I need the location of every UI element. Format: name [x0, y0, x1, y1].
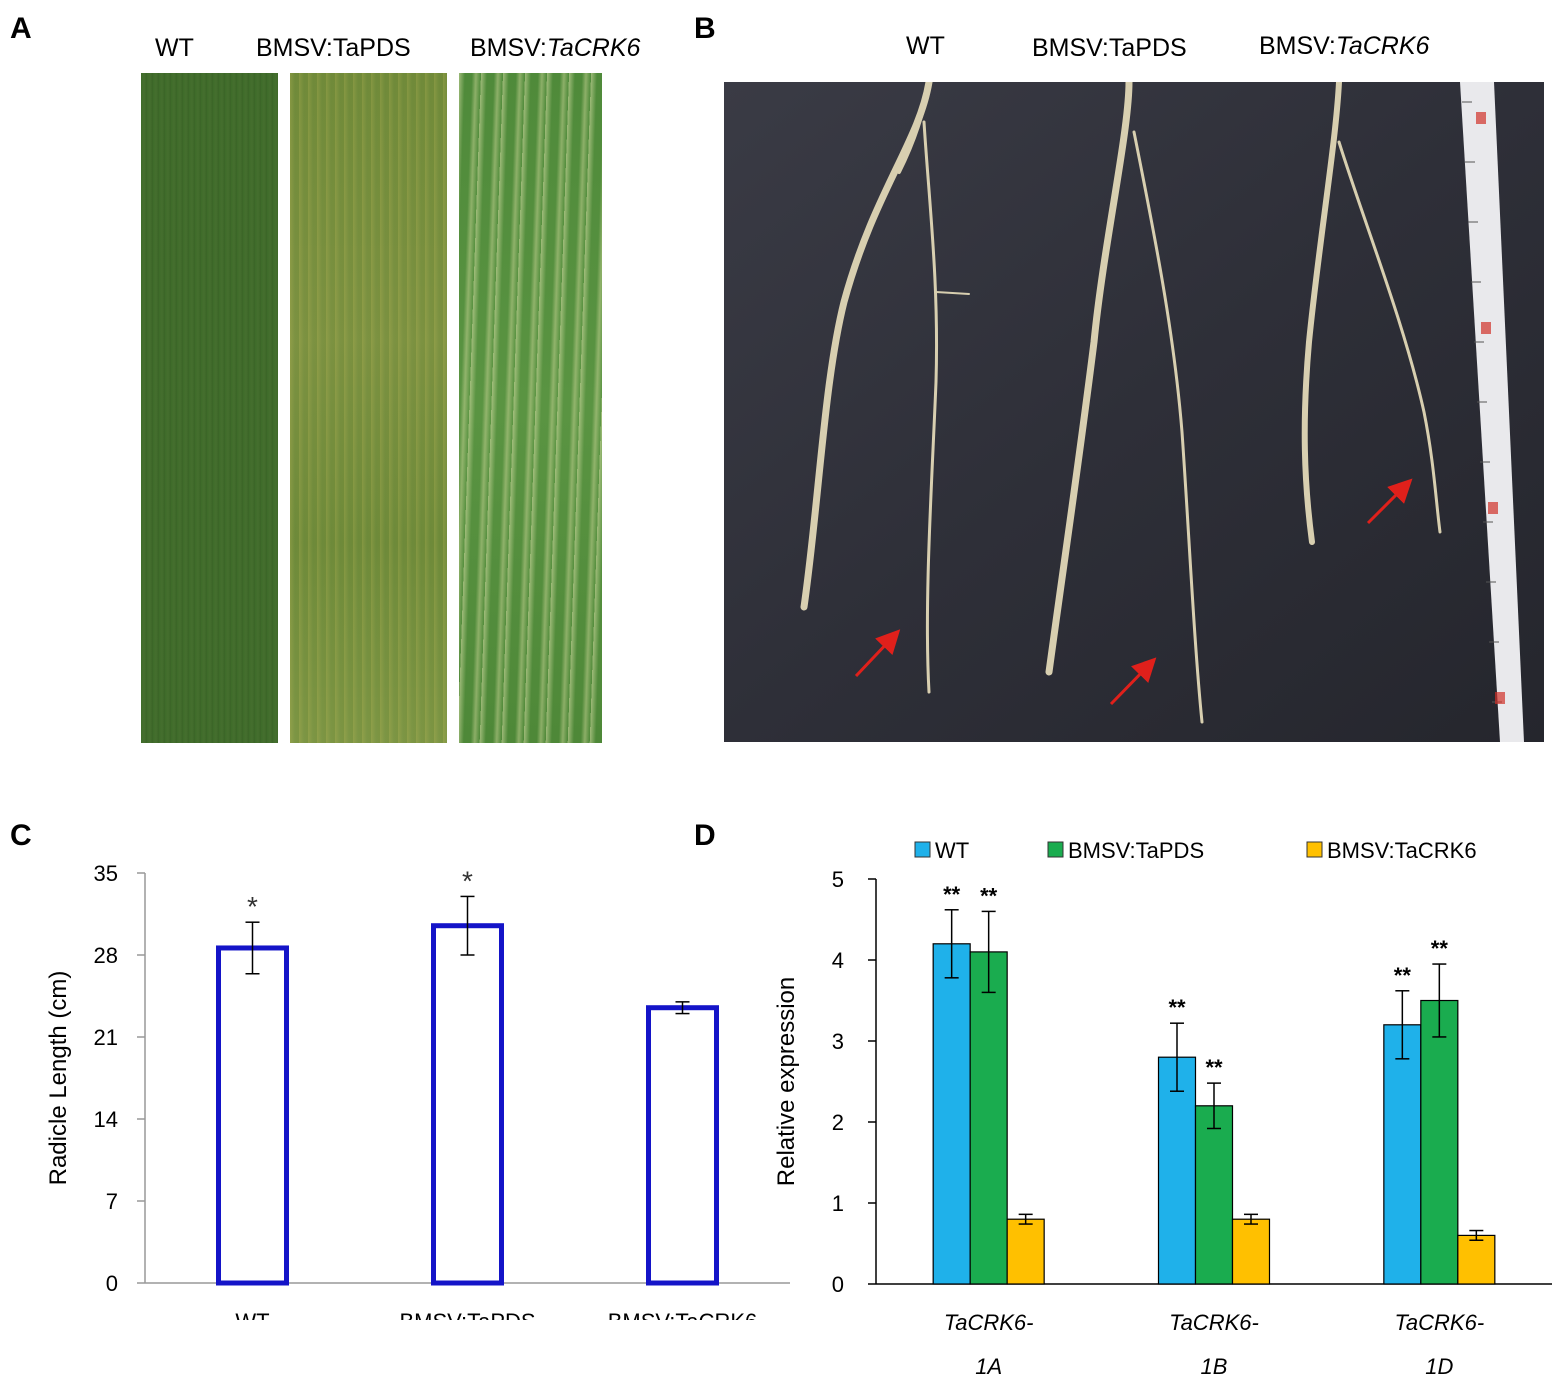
d-bar [1420, 999, 1459, 1285]
panel-b-label-tacrk6: BMSV:TaCRK6 [1259, 32, 1429, 61]
d-significance: ** [980, 883, 998, 908]
d-y-tick-label: 2 [832, 1110, 844, 1135]
panel-a-label-tacrk6-gene: TaCRK6 [546, 34, 641, 62]
d-significance: ** [1431, 936, 1449, 961]
panel-a-label-tacrk6-prefix: BMSV: [470, 34, 547, 62]
d-y-tick-label: 0 [832, 1272, 844, 1297]
roots-photo [724, 82, 1544, 742]
d-bar [1383, 1024, 1422, 1285]
d-legend-label: BMSV:TaPDS [1068, 838, 1204, 863]
c-x-tick-label: WT [235, 1309, 269, 1320]
d-bar [1194, 1105, 1234, 1285]
d-bar [1231, 1218, 1271, 1285]
d-y-tick-label: 3 [832, 1029, 844, 1054]
d-bar [1157, 1056, 1197, 1285]
leaf-image-tacrk6 [459, 73, 602, 743]
panel-b-label-wt: WT [906, 32, 945, 60]
panel-d-letter: D [694, 819, 716, 852]
red-arrows [854, 478, 1413, 706]
ruler [1460, 82, 1524, 742]
c-y-tick-label: 21 [94, 1025, 118, 1050]
d-legend-swatch [1047, 841, 1064, 858]
c-bar [431, 923, 504, 1286]
leaf-image-tapds [290, 73, 447, 743]
d-bar [1457, 1234, 1496, 1285]
d-x-tick-label: TaCRK6- [1169, 1310, 1259, 1335]
d-x-tick-label: TaCRK6- [944, 1310, 1034, 1335]
d-y-tick-label: 4 [832, 948, 844, 973]
d-x-tick-label: 1A [975, 1354, 1002, 1379]
d-y-tick-label: 5 [832, 867, 844, 892]
d-bar [932, 943, 971, 1285]
d-significance: ** [1205, 1055, 1223, 1080]
d-y-axis-label: Relative expression [773, 977, 800, 1186]
panel-b-label-tacrk6-gene: TaCRK6 [1335, 32, 1430, 60]
c-x-tick-label: BMSV:TaCRK6 [608, 1309, 758, 1320]
d-x-tick-label: TaCRK6- [1394, 1310, 1484, 1335]
photo-background [724, 82, 1544, 742]
d-significance: ** [1394, 963, 1412, 988]
panel-b-label-tacrk6-prefix: BMSV: [1259, 32, 1336, 60]
panel-b-letter: B [694, 12, 716, 45]
d-legend-label: WT [935, 838, 969, 863]
panel-a-label-tacrk6: BMSV:TaCRK6 [470, 34, 640, 63]
d-legend-swatch [1306, 841, 1323, 858]
c-y-tick-label: 28 [94, 943, 118, 968]
d-significance: ** [943, 882, 961, 907]
d-x-tick-label: 1D [1425, 1354, 1453, 1379]
root-tapds [1045, 82, 1204, 724]
c-significance: * [247, 891, 258, 922]
c-y-axis-label: Radicle Length (cm) [45, 971, 72, 1186]
leaf-image-wt [141, 73, 278, 743]
panel-a-label-wt: WT [155, 34, 194, 62]
panel-c-letter: C [10, 819, 32, 852]
root-wt [800, 82, 970, 694]
d-bar [969, 951, 1008, 1285]
c-y-tick-label: 7 [106, 1189, 118, 1214]
c-bar [216, 945, 289, 1286]
d-y-tick-label: 1 [832, 1191, 844, 1216]
d-bar [1006, 1218, 1045, 1285]
panel-a-label-tapds: BMSV:TaPDS [256, 34, 411, 62]
chart-relative-expression: D 0 1 2 3 4 5 Relative expression WT BMSV:TaPDS B… [694, 819, 1552, 1379]
c-x-tick-label: BMSV:TaPDS [399, 1309, 535, 1320]
root-tacrk6 [1301, 82, 1442, 545]
chart-radicle-length: C 0 7 14 21 28 35 Radicle Length (cm) * WT * BMSV:… [10, 819, 790, 1320]
c-y-tick-label: 14 [94, 1107, 118, 1132]
c-y-tick-label: 0 [106, 1271, 118, 1296]
d-significance: ** [1168, 995, 1186, 1020]
panel-a-letter: A [10, 12, 32, 45]
panel-b-label-tapds: BMSV:TaPDS [1032, 34, 1187, 62]
c-y-tick-label: 35 [94, 861, 118, 886]
d-legend-label: BMSV:TaCRK6 [1327, 838, 1477, 863]
d-legend-swatch [914, 841, 931, 858]
c-significance: * [462, 865, 473, 896]
d-x-tick-label: 1B [1201, 1354, 1228, 1379]
